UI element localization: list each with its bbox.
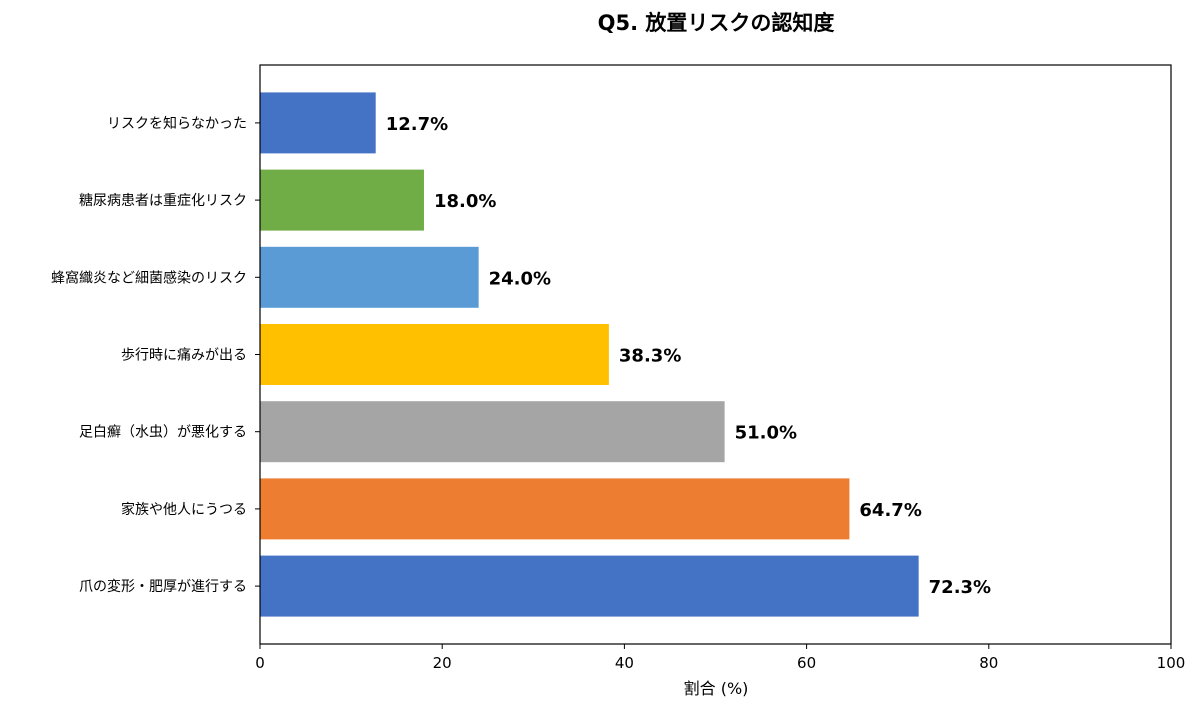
bar bbox=[260, 92, 376, 154]
x-tick-label: 20 bbox=[433, 654, 452, 672]
bar bbox=[260, 401, 725, 463]
bar bbox=[260, 555, 919, 617]
category-label: リスクを知らなかった bbox=[107, 115, 247, 132]
category-label: 歩行時に痛みが出る bbox=[121, 347, 247, 364]
category-label: 足白癬（水虫）が悪化する bbox=[79, 424, 247, 441]
x-tick-label: 60 bbox=[797, 654, 816, 672]
x-tick-label: 0 bbox=[255, 654, 265, 672]
data-label: 51.0% bbox=[735, 423, 797, 444]
data-label: 24.0% bbox=[489, 268, 551, 289]
category-label: 爪の変形・肥厚が進行する bbox=[79, 578, 247, 595]
data-label: 12.7% bbox=[386, 114, 448, 135]
data-label: 18.0% bbox=[434, 191, 496, 212]
category-label: 家族や他人にうつる bbox=[121, 501, 247, 518]
bars-layer: 12.7% 18.0% 24.0% 38.3% 51.0% 64.7% 72.3% bbox=[260, 92, 991, 617]
category-label: 蜂窩織炎など細菌感染のリスク bbox=[51, 269, 247, 286]
bar bbox=[260, 478, 850, 540]
category-label: 糖尿病患者は重症化リスク bbox=[79, 193, 247, 209]
x-tick-label: 40 bbox=[615, 654, 634, 672]
x-tick-label: 100 bbox=[1157, 654, 1186, 672]
bar bbox=[260, 246, 479, 308]
chart-title: Q5. 放置リスクの認知度 bbox=[598, 11, 835, 35]
axis-layer: リスクを知らなかった糖尿病患者は重症化リスク蜂窩織炎など細菌感染のリスク歩行時に… bbox=[51, 115, 1185, 672]
x-axis-label: 割合 (%) bbox=[684, 679, 749, 698]
data-label: 38.3% bbox=[619, 346, 681, 367]
x-tick-label: 80 bbox=[979, 654, 998, 672]
data-label: 72.3% bbox=[929, 577, 991, 598]
data-label: 64.7% bbox=[859, 500, 921, 521]
bar bbox=[260, 324, 609, 385]
bar bbox=[260, 169, 424, 231]
